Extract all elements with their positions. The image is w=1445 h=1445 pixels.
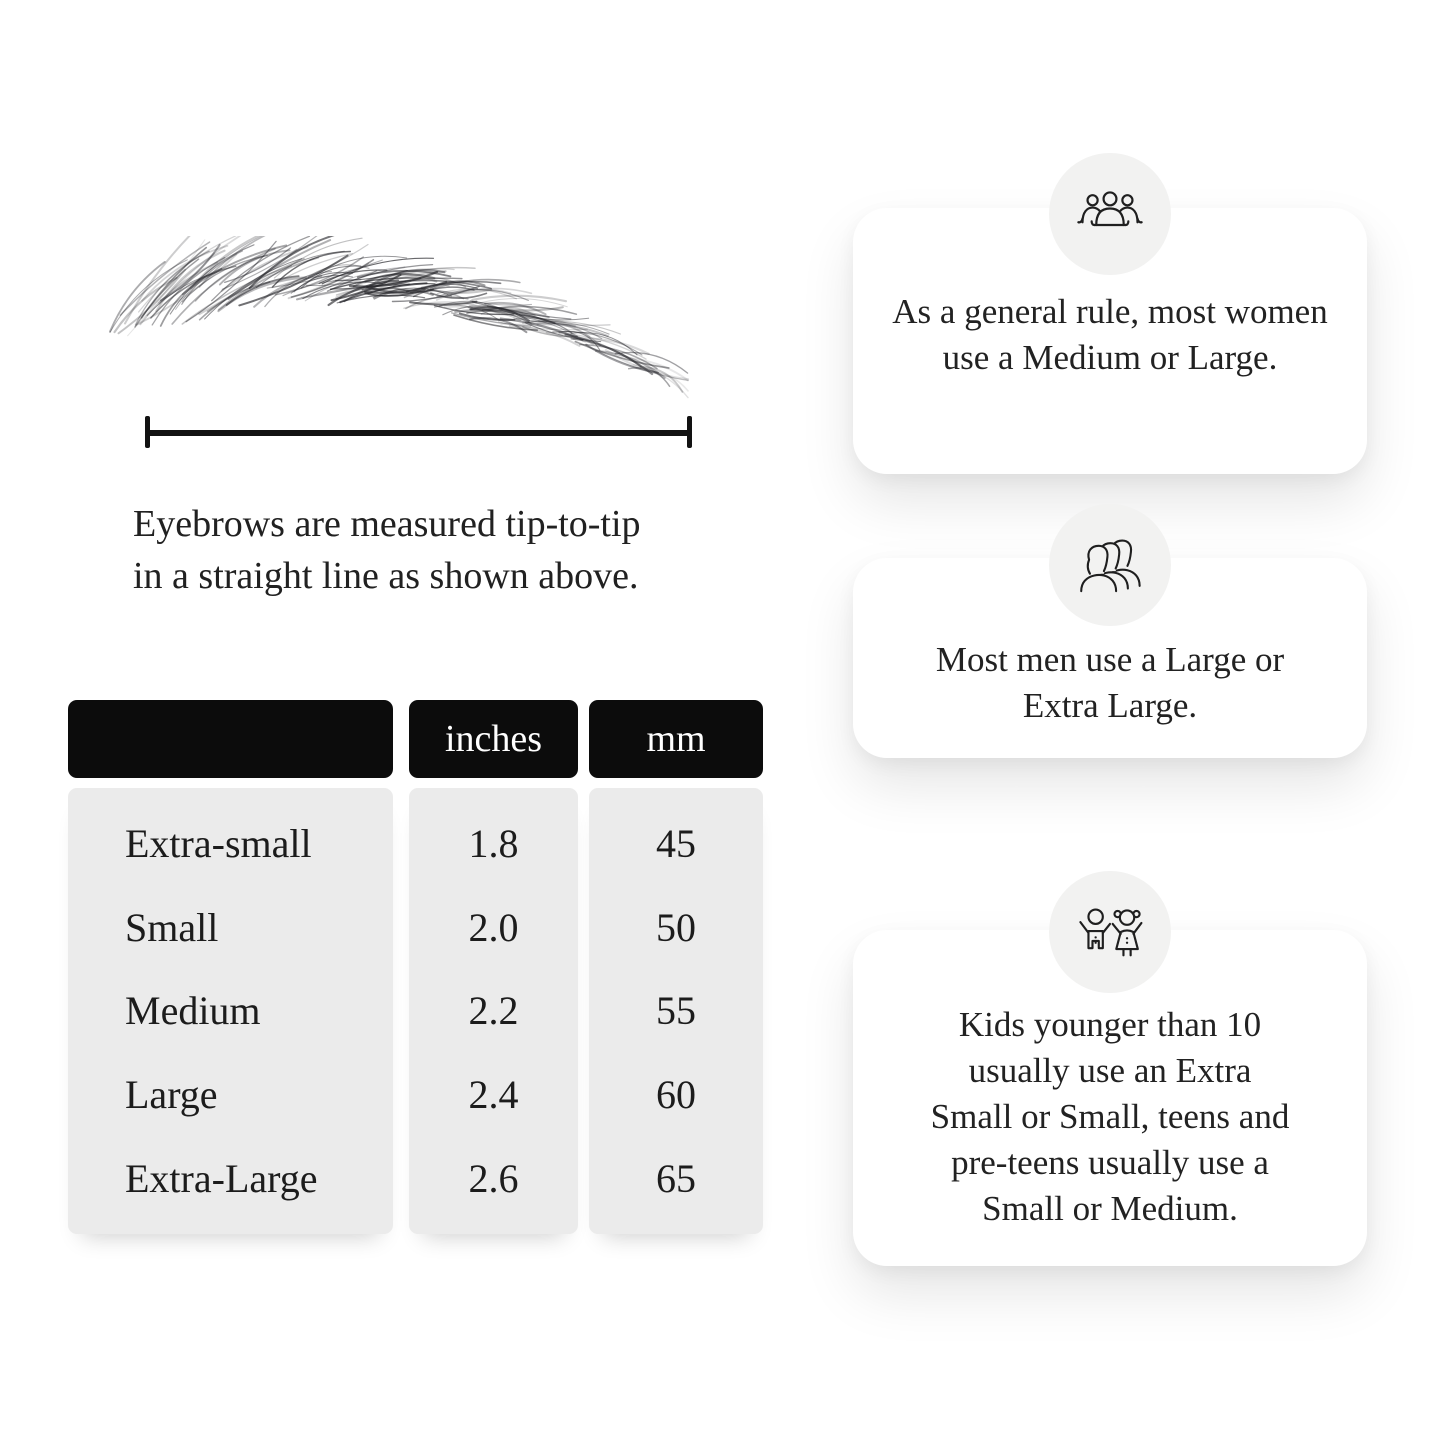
tip-card-women: As a general rule, most women use a Medi… [853,153,1367,474]
inches-value-cell: 2.0 [468,904,519,950]
tip-text-line: Small or Small, teens and [930,1097,1290,1136]
size-label-cell: Extra-small [125,821,312,867]
women-group-icon [1077,191,1143,227]
tip-text-line: Small or Medium. [982,1189,1238,1228]
tip-text: As a general rule, most women use a Medi… [853,289,1367,381]
tip-text: Kids younger than 10 usually use an Extr… [853,1002,1367,1232]
ruler-endcap-left [145,416,150,448]
tip-text-line: Kids younger than 10 [958,1005,1262,1044]
size-table-header-size [68,700,393,778]
tip-card-kids: Kids younger than 10 usually use an Extr… [853,871,1367,1266]
mm-value-cell: 50 [656,904,696,950]
inches-value-cell: 2.4 [468,1072,519,1118]
size-table-column-labels: Extra-small Small Medium Large Extra-Lar… [68,788,393,1234]
eyebrow-illustration [109,236,690,399]
mm-value-cell: 60 [656,1072,696,1118]
size-table-column-mm: 45 50 55 60 65 [589,788,763,1234]
mm-value-cell: 45 [656,821,696,867]
tip-text-line: Most men use a Large or [935,640,1285,679]
size-label-cell: Large [125,1072,218,1118]
men-group-icon [1080,539,1141,593]
ruler-line [145,430,692,436]
size-table-column-inches: 1.8 2.0 2.2 2.4 2.6 [409,788,578,1234]
inches-value-cell: 2.2 [468,988,519,1034]
size-label-cell: Medium [125,988,261,1034]
caption-line: in a straight line as shown above. [133,555,639,597]
mm-value-cell: 55 [656,988,696,1034]
tip-text-line: As a general rule, most women [892,292,1328,331]
tip-text-line: Extra Large. [1022,686,1198,725]
tip-text-line: usually use an Extra [968,1051,1252,1090]
icon-badge [1049,504,1171,626]
icon-badge [1049,153,1171,275]
inches-value-cell: 2.6 [468,1155,519,1201]
mm-value-cell: 65 [656,1155,696,1201]
children-icon [1079,908,1143,957]
tip-card-men: Most men use a Large or Extra Large. [853,504,1367,758]
tip-text-line: pre-teens usually use a [951,1143,1269,1182]
measurement-ruler [145,416,692,448]
size-label-cell: Extra-Large [125,1155,318,1201]
measurement-caption: Eyebrows are measured tip-to-tip in a st… [133,498,641,602]
size-table-header-mm: mm [589,700,763,778]
tip-text: Most men use a Large or Extra Large. [853,637,1367,729]
size-table-header-inches: inches [409,700,578,778]
caption-line: Eyebrows are measured tip-to-tip [133,503,641,545]
tip-text-line: use a Medium or Large. [942,338,1278,377]
inches-value-cell: 1.8 [468,821,519,867]
ruler-endcap-right [687,416,692,448]
size-label-cell: Small [125,904,219,950]
icon-badge [1049,871,1171,993]
